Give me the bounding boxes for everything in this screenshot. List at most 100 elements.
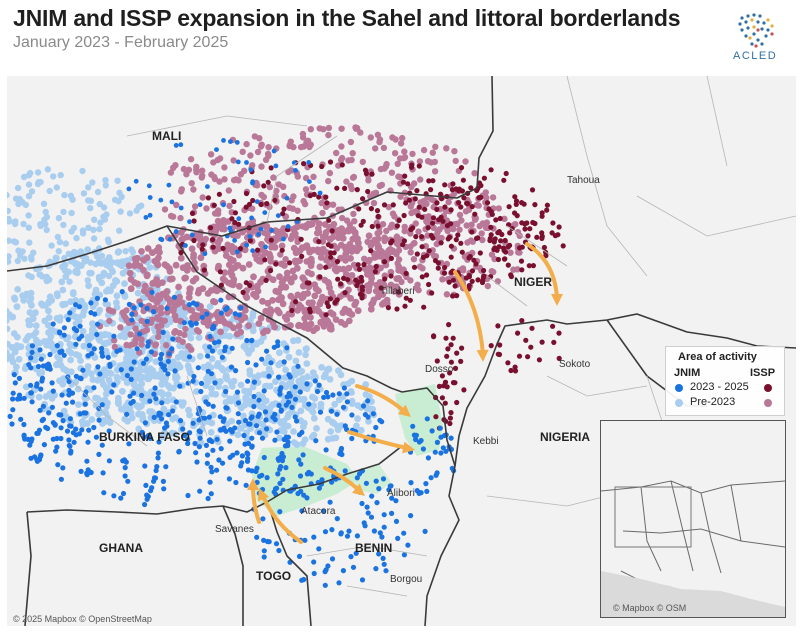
jnim-2023-2025-dot xyxy=(261,388,267,394)
jnim-pre-2023-dot xyxy=(106,261,113,268)
issp-pre-2023-dot xyxy=(348,156,355,164)
issp-2023-2025-dot xyxy=(372,269,378,275)
issp-pre-2023-dot xyxy=(339,214,346,222)
jnim-2023-2025-dot xyxy=(86,427,92,433)
jnim-pre-2023-dot xyxy=(117,208,124,215)
jnim-pre-2023-dot xyxy=(89,179,96,186)
issp-pre-2023-dot xyxy=(257,314,265,322)
issp-2023-2025-dot xyxy=(539,213,545,219)
issp-pre-2023-dot xyxy=(318,249,325,257)
issp-pre-2023-dot xyxy=(302,174,310,182)
jnim-2023-2025-dot xyxy=(353,550,359,556)
issp-pre-2023-dot xyxy=(156,295,164,302)
jnim-2023-2025-dot xyxy=(217,414,223,420)
jnim-2023-2025-dot xyxy=(263,417,269,423)
issp-pre-2023-dot xyxy=(324,278,332,286)
issp-pre-2023-dot xyxy=(341,305,349,313)
issp-pre-2023-dot xyxy=(277,284,285,292)
legend-header-jnim: JNIM xyxy=(674,367,701,379)
jnim-2023-2025-dot xyxy=(311,570,317,577)
jnim-pre-2023-dot xyxy=(81,304,89,311)
issp-pre-2023-dot xyxy=(158,322,165,329)
jnim-pre-2023-dot xyxy=(208,385,215,392)
issp-pre-2023-dot xyxy=(316,125,323,132)
issp-pre-2023-dot xyxy=(347,294,354,302)
issp-pre-2023-dot xyxy=(322,233,329,240)
jnim-pre-2023-dot xyxy=(241,401,249,409)
issp-pre-2023-dot xyxy=(141,282,149,290)
issp-pre-2023-dot xyxy=(370,199,378,207)
jnim-2023-2025-dot xyxy=(428,475,434,481)
issp-pre-2023-dot xyxy=(127,331,134,338)
jnim-2023-2025-dot xyxy=(50,388,56,394)
jnim-2023-2025-dot xyxy=(202,251,208,257)
jnim-2023-2025-dot xyxy=(150,309,157,315)
issp-pre-2023-dot xyxy=(335,206,342,213)
issp-pre-2023-dot xyxy=(281,313,289,321)
issp-pre-2023-dot xyxy=(258,191,265,199)
issp-2023-2025-dot xyxy=(459,345,465,351)
jnim-2023-2025-dot xyxy=(95,321,101,327)
issp-2023-2025-dot xyxy=(319,163,325,170)
issp-pre-2023-dot xyxy=(453,220,461,227)
issp-pre-2023-dot xyxy=(126,342,133,349)
jnim-2023-2025-dot xyxy=(244,450,250,456)
jnim-2023-2025-dot xyxy=(304,471,310,477)
jnim-2023-2025-dot xyxy=(126,441,132,447)
jnim-pre-2023-dot xyxy=(54,353,61,361)
issp-pre-2023-dot xyxy=(279,277,287,285)
jnim-2023-2025-dot xyxy=(60,465,66,471)
jnim-2023-2025-dot xyxy=(259,435,266,441)
issp-2023-2025-dot xyxy=(450,335,456,341)
jnim-2023-2025-dot xyxy=(134,346,140,352)
issp-pre-2023-dot xyxy=(343,178,350,185)
jnim-2023-2025-dot xyxy=(365,510,371,516)
issp-pre-2023-dot xyxy=(338,143,345,150)
jnim-pre-2023-dot xyxy=(25,332,33,340)
jnim-pre-2023-dot xyxy=(33,350,41,358)
issp-pre-2023-dot xyxy=(365,270,373,278)
issp-2023-2025-dot xyxy=(369,223,375,230)
jnim-2023-2025-dot xyxy=(77,323,83,329)
jnim-2023-2025-dot xyxy=(160,478,166,484)
jnim-2023-2025-dot xyxy=(228,364,234,370)
issp-pre-2023-dot xyxy=(149,280,157,287)
jnim-2023-2025-dot xyxy=(15,396,21,402)
jnim-2023-2025-dot xyxy=(223,306,229,312)
issp-2023-2025-dot xyxy=(519,220,525,226)
jnim-pre-2023-dot xyxy=(238,424,245,432)
issp-pre-2023-dot xyxy=(225,187,232,194)
issp-pre-2023-dot xyxy=(218,225,226,233)
jnim-2023-2025-dot xyxy=(302,537,308,543)
jnim-pre-2023-dot xyxy=(75,352,83,360)
issp-pre-2023-dot xyxy=(318,199,325,207)
jnim-2023-2025-dot xyxy=(297,473,304,479)
issp-pre-2023-dot xyxy=(290,273,298,281)
issp-pre-2023-dot xyxy=(456,211,464,219)
jnim-2023-2025-dot xyxy=(142,463,148,469)
issp-2023-2025-dot xyxy=(211,202,217,208)
jnim-2023-2025-dot xyxy=(346,528,352,534)
jnim-2023-2025-dot xyxy=(7,413,13,419)
issp-pre-2023-dot xyxy=(269,297,276,304)
jnim-pre-2023-dot xyxy=(313,425,320,432)
issp-2023-2025-dot xyxy=(360,196,366,202)
issp-2023-2025-dot xyxy=(512,210,518,216)
map-canvas[interactable]: MALI NIGER BURKINA FASO NIGERIA GHANA BE… xyxy=(7,76,796,626)
jnim-2023-2025-dot xyxy=(187,219,192,225)
jnim-pre-2023-dot xyxy=(96,225,103,233)
jnim-2023-2025-dot xyxy=(94,331,100,338)
issp-2023-2025-dot xyxy=(460,177,466,183)
jnim-pre-2023-dot xyxy=(145,375,153,383)
jnim-pre-2023-dot xyxy=(111,196,119,203)
jnim-pre-2023-dot xyxy=(109,282,117,290)
jnim-2023-2025-dot xyxy=(259,356,265,362)
issp-pre-2023-dot xyxy=(258,163,265,170)
issp-pre-2023-dot xyxy=(149,249,156,257)
jnim-2023-2025-dot xyxy=(344,391,350,397)
jnim-pre-2023-dot xyxy=(172,375,180,383)
issp-2023-2025-dot xyxy=(468,185,474,191)
issp-pre-2023-dot xyxy=(349,235,357,243)
issp-2023-2025-dot xyxy=(442,400,448,406)
issp-pre-2023-dot xyxy=(512,221,519,228)
